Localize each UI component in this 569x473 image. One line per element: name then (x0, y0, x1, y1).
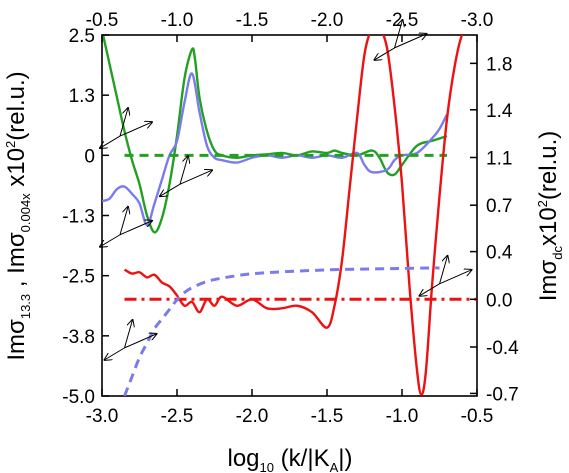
left-axis-title: Imσ13.3 , Imσ0.004x x102(rel.u.) (3, 71, 33, 360)
annotation-arrow (160, 183, 181, 196)
annotation-arrow (124, 320, 133, 349)
x-top-tick-label: -1.5 (236, 10, 269, 31)
annotation-layer (100, 20, 472, 360)
x-bottom-tick-label: -2.0 (236, 406, 269, 427)
y-right-tick-label: 0.7 (486, 196, 512, 217)
x-bottom-tick-label: -0.5 (461, 406, 494, 427)
series-line (102, 35, 448, 234)
y-left-tick-label: 1.3 (69, 86, 95, 107)
x-top-tick-label: -2.5 (386, 10, 419, 31)
annotation-arrow (375, 47, 395, 60)
y-right-tick-label: -0.4 (486, 338, 519, 359)
annotation-arrow-pair (100, 108, 152, 148)
annotation-arrow (439, 270, 472, 285)
x-bottom-tick-label: -3.0 (86, 406, 119, 427)
y-left-tick-label: 2.5 (69, 26, 95, 47)
y-left-tick-label: -1.3 (62, 207, 95, 228)
x-bottom-tick-label: -1.0 (386, 406, 419, 427)
annotation-arrow (439, 256, 448, 284)
y-right-tick-label: 0.0 (486, 290, 512, 311)
y-left-tick-label: -2.5 (62, 267, 95, 288)
x-bottom-tick-label: -1.5 (311, 406, 344, 427)
annotation-arrow (119, 221, 152, 236)
y-right-tick-label: 1.8 (486, 54, 512, 75)
annotation-arrow (124, 334, 157, 349)
right-axis-title: Imσdcx102(rel.u.) (535, 131, 565, 302)
x-top-tick-label: -1.0 (161, 10, 194, 31)
annotation-arrow (119, 122, 152, 137)
plot-area-border (101, 34, 478, 397)
series-layer (102, 35, 477, 396)
x-bottom-tick-label: -2.5 (161, 406, 194, 427)
tick-layer: -3.0 -2.5 -2.0 -1.5 -1.0 -0.5 -0.5 -1.0 -1.5 -2.0… (62, 10, 519, 427)
series-line (123, 266, 440, 396)
annotation-arrow (100, 135, 121, 148)
annotation-arrow-pair (100, 207, 152, 247)
annotation-arrow (100, 234, 121, 247)
annotation-arrow (420, 283, 440, 296)
annotation-arrow (179, 156, 188, 185)
x-top-tick-label: -2.0 (311, 10, 344, 31)
plot-frame (101, 34, 478, 397)
annotation-arrow (179, 170, 212, 185)
annotation-arrow-pair (420, 256, 472, 296)
y-left-tick-label: 0 (84, 146, 95, 167)
x-top-tick-label: -3.0 (461, 10, 494, 31)
y-right-tick-label: 1.4 (486, 101, 513, 122)
annotation-arrow (119, 108, 128, 137)
x-axis-title: log10 (k/|KA|) (228, 445, 353, 473)
annotation-arrow (394, 34, 427, 49)
y-left-tick-label: -3.8 (62, 327, 95, 348)
annotation-arrow (105, 347, 125, 360)
annotation-arrow-pair (105, 320, 157, 360)
y-right-tick-label: 0.4 (486, 243, 513, 264)
y-right-tick-label: -0.7 (486, 384, 519, 405)
series-line (102, 72, 449, 227)
annotation-arrow (119, 207, 128, 235)
y-right-tick-label: 1.1 (486, 148, 512, 169)
series-line (123, 35, 464, 396)
annotation-arrow-pair (375, 20, 427, 60)
annotation-arrow-pair (160, 156, 212, 196)
annotation-arrow (394, 20, 403, 49)
x-top-tick-label: -0.5 (86, 10, 119, 31)
y-left-tick-label: -5.0 (62, 387, 95, 408)
